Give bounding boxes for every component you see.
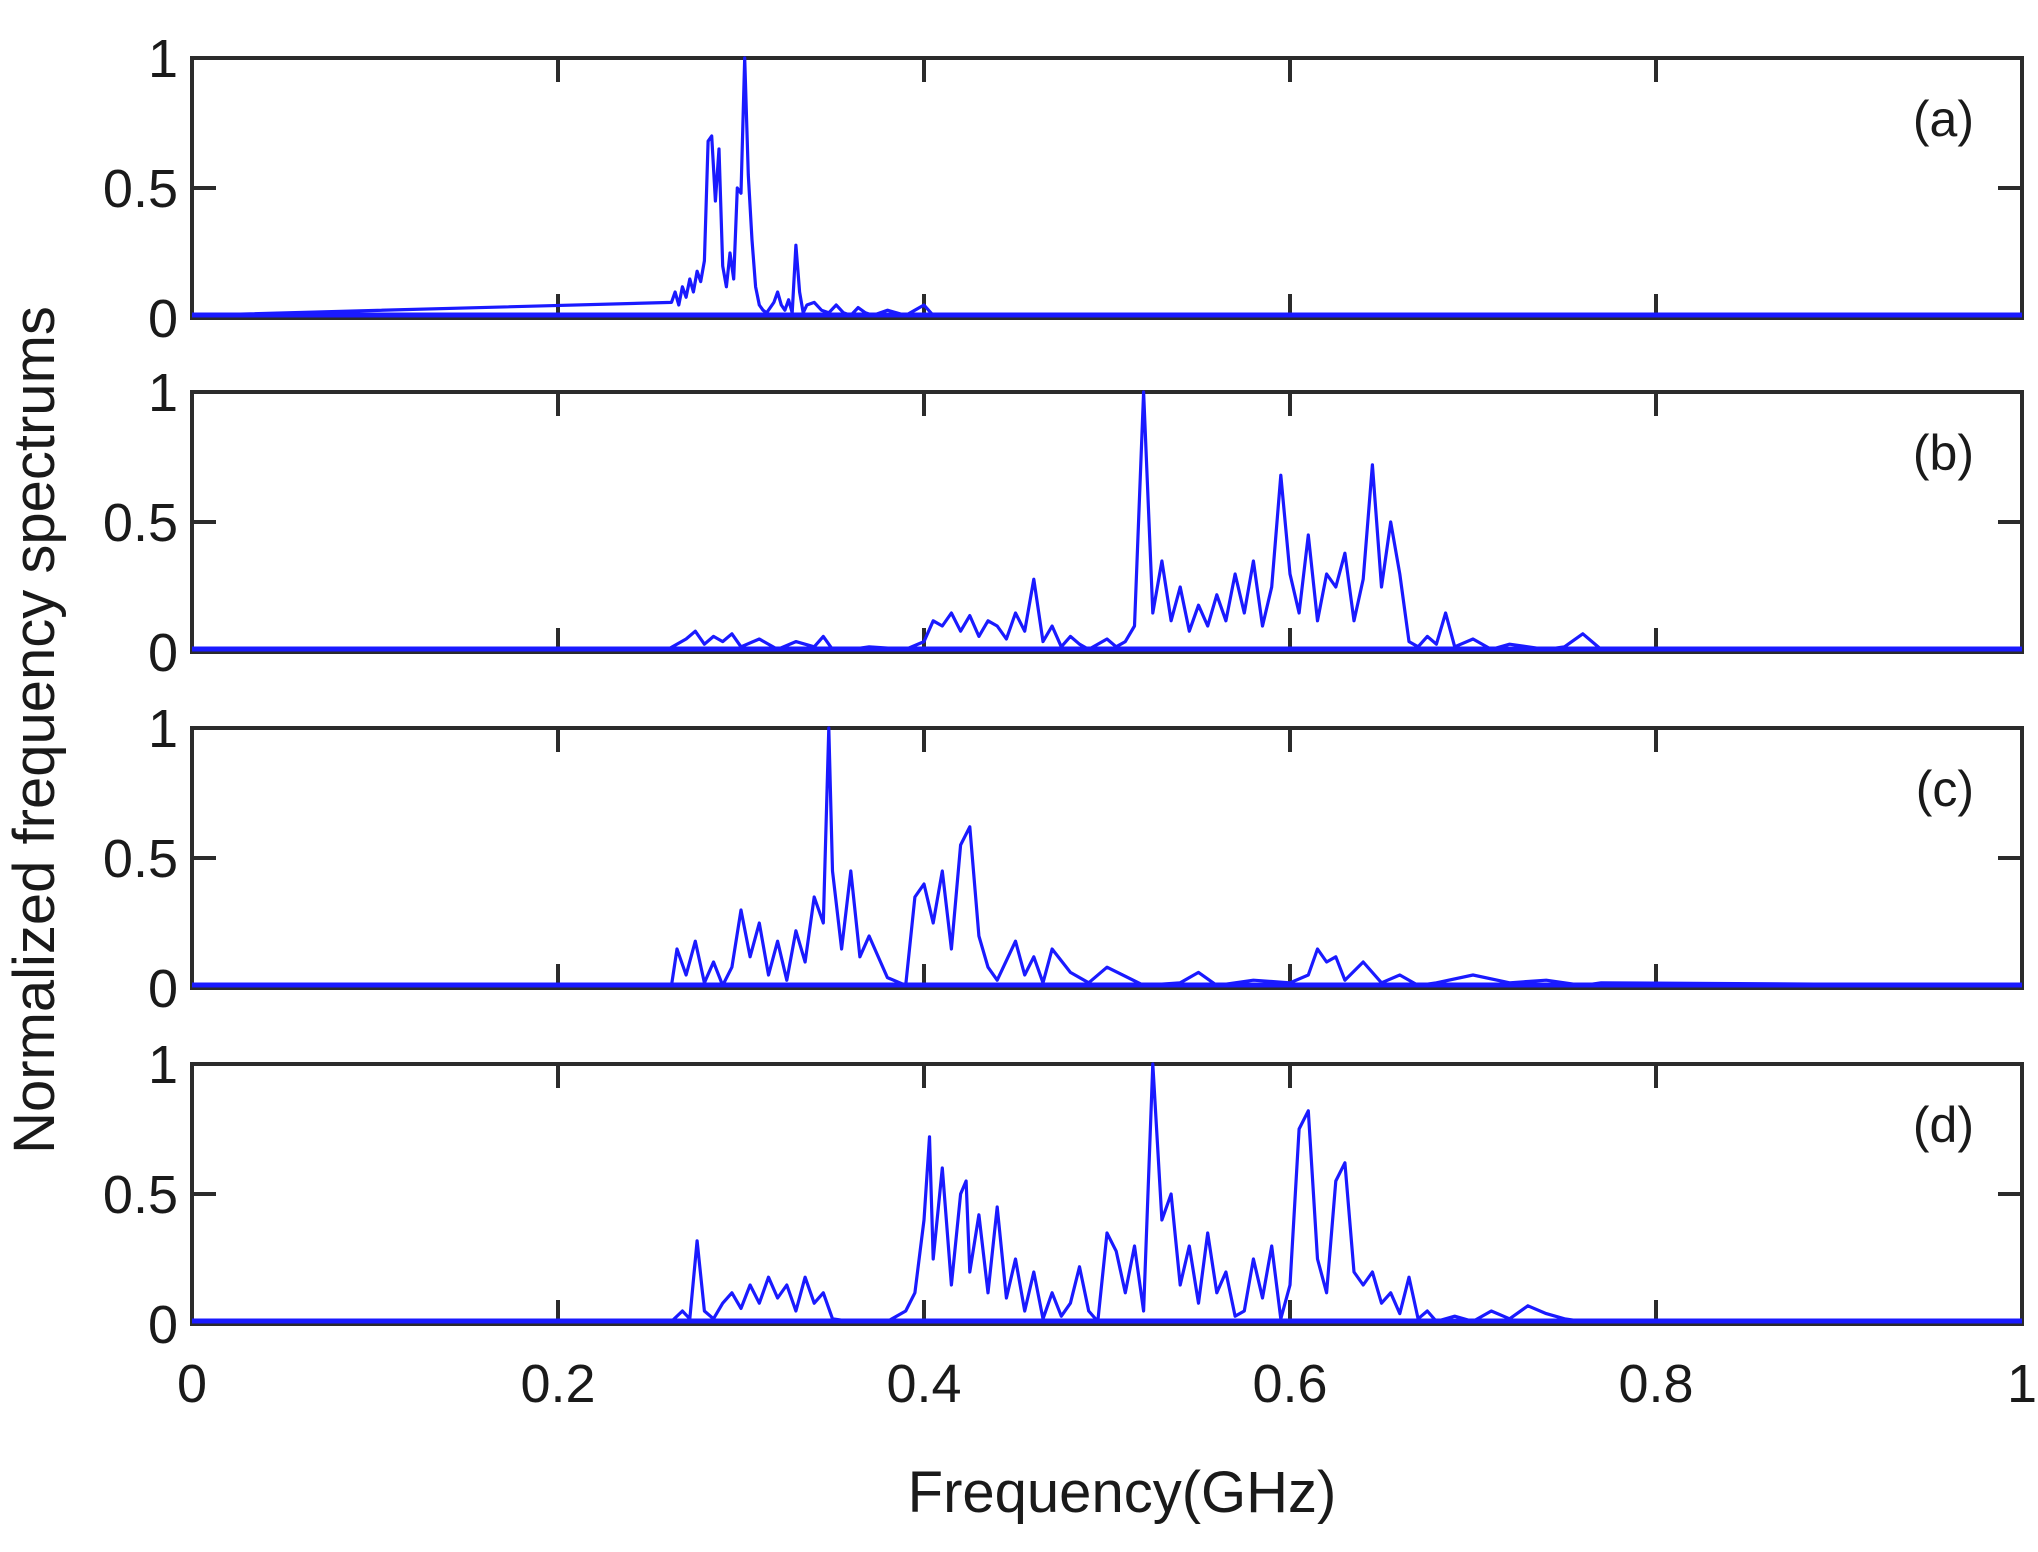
panel-d: 0 0.5 1 (d) [103,1035,2024,1355]
y-axis-title: Normalized frequency spectrums [2,306,67,1154]
panel-a-ytick-label-0: 0 [148,289,178,349]
panel-c-frame [190,726,2024,990]
panel-d-ytick-label-1: 0.5 [103,1165,178,1225]
panel-b-label: (b) [1913,425,1974,481]
x-tick-labels: 0 0.2 0.4 0.6 0.8 1 [177,1354,2037,1414]
panel-d-label: (d) [1913,1097,1974,1153]
panel-c-ytick-label-1: 0.5 [103,829,178,889]
x-axis-title: Frequency(GHz) [908,1460,1337,1525]
panel-a-ytick-label-2: 1 [148,29,178,89]
x-tick-label-3: 0.6 [1252,1354,1327,1414]
x-tick-label-1: 0.2 [520,1354,595,1414]
panel-c-label: (c) [1916,761,1974,817]
panel-b-frame [190,390,2024,654]
panel-d-ytick-label-2: 1 [148,1035,178,1095]
panel-d-ytick-label-0: 0 [148,1295,178,1355]
panel-b-ytick-label-1: 0.5 [103,493,178,553]
panel-a-label: (a) [1913,91,1974,147]
panel-a-frame [190,56,2024,320]
x-tick-label-2: 0.4 [886,1354,961,1414]
panel-b: 0 0.5 1 (b) [103,363,2024,683]
x-tick-label-5: 1 [2007,1354,2037,1414]
x-tick-label-4: 0.8 [1618,1354,1693,1414]
panel-d-spectrum-line [192,1062,2022,1324]
panel-b-ytick-label-0: 0 [148,623,178,683]
x-tick-label-0: 0 [177,1354,207,1414]
panel-c-spectrum-line [192,726,2023,988]
panel-c: 0 0.5 1 (c) [103,699,2024,1019]
panel-d-frame [190,1062,2024,1326]
panel-b-ytick-label-2: 1 [148,363,178,423]
panels-group: 0 0.5 1 (a) 0 0.5 1 (b) 0 0.5 1 (c) 0 0.5 1 (d) [103,29,2024,1355]
panel-c-ytick-label-0: 0 [148,959,178,1019]
panel-a: 0 0.5 1 (a) [103,29,2024,349]
panel-a-ytick-label-1: 0.5 [103,159,178,219]
panel-c-ytick-label-2: 1 [148,699,178,759]
